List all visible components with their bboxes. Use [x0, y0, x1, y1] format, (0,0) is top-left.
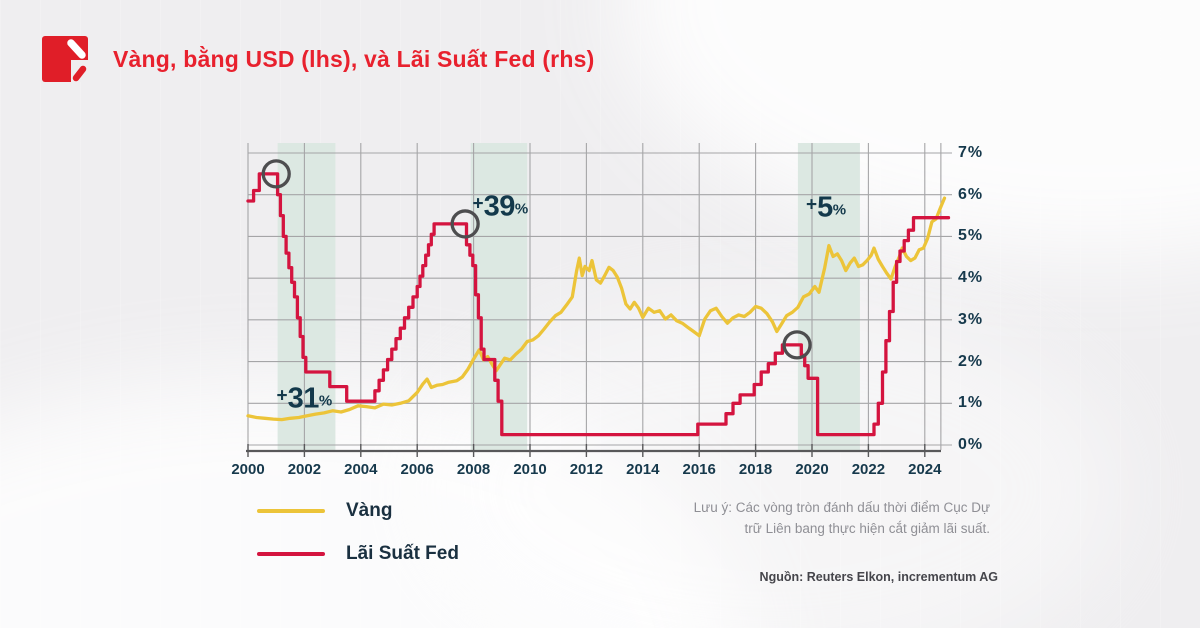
gold-line-swatch [257, 508, 325, 513]
recession-band [797, 143, 860, 451]
x-tick-label: 2024 [908, 461, 942, 478]
y-tick-label: 4% [958, 269, 984, 287]
x-tick-label: 2014 [626, 461, 660, 478]
x-tick-label: 2020 [795, 461, 829, 478]
page-title: Vàng, bằng USD (lhs), và Lãi Suất Fed (r… [113, 45, 595, 72]
rate-cut-circle [450, 209, 480, 239]
gold-line [246, 196, 947, 422]
y-tick-label: 5% [958, 227, 984, 245]
rate-cut-annotation: +5% [806, 192, 846, 225]
rate-cut-circle [261, 159, 291, 189]
annotation-num: 5 [817, 191, 833, 224]
x-tick-label: 2018 [738, 461, 773, 478]
rate-cut-circle [782, 330, 812, 360]
legend-item-gold: Vàng [257, 489, 459, 532]
x-tick-label: 2004 [344, 461, 378, 478]
x-tick-label: 2006 [400, 461, 434, 478]
fed-line-swatch [257, 551, 325, 556]
incrementum-logo-icon [42, 36, 88, 82]
annotation-pct: % [318, 392, 333, 410]
y-tick-label: 2% [958, 352, 984, 370]
footnote: Lưu ý: Các vòng tròn đánh dấu thời điểm … [630, 497, 990, 539]
x-tick-label: 2022 [851, 461, 886, 478]
rate-cut-annotation: +31% [277, 383, 333, 416]
x-tick-label: 2016 [682, 461, 716, 478]
y-tick-label: 1% [958, 394, 984, 412]
footnote-line-1: Lưu ý: Các vòng tròn đánh dấu thời điểm … [693, 500, 990, 515]
fed-rate-line [246, 172, 951, 437]
legend-item-fed: Lãi Suất Fed [257, 532, 459, 575]
annotation-plus: + [276, 385, 288, 407]
footnote-line-2: trữ Liên bang thực hiện cắt giảm lãi suấ… [744, 521, 990, 536]
rate-cut-annotation: +39% [473, 191, 529, 224]
legend-label-fed: Lãi Suất Fed [346, 542, 459, 564]
header: Vàng, bằng USD (lhs), và Lãi Suất Fed (r… [42, 34, 594, 84]
x-tick-label: 2002 [287, 461, 322, 478]
annotation-num: 31 [287, 382, 320, 415]
x-tick-label: 2010 [513, 461, 547, 478]
x-tick-label: 2012 [569, 461, 604, 478]
annotation-plus: + [806, 194, 818, 216]
y-tick-label: 6% [958, 185, 984, 203]
annotation-plus: + [472, 193, 484, 215]
x-tick-label: 2008 [456, 461, 491, 478]
y-tick-label: 7% [958, 144, 984, 161]
x-tick-label: 2000 [231, 461, 265, 478]
source-credit: Nguồn: Reuters Elkon, incrementum AG [759, 570, 998, 584]
chart-legend: Vàng Lãi Suất Fed [257, 489, 459, 575]
annotation-pct: % [832, 201, 847, 219]
y-tick-label: 0% [958, 436, 984, 453]
legend-label-gold: Vàng [346, 499, 393, 521]
y-tick-label: 3% [958, 310, 984, 328]
annotation-pct: % [514, 200, 529, 218]
annotation-num: 39 [483, 190, 516, 223]
